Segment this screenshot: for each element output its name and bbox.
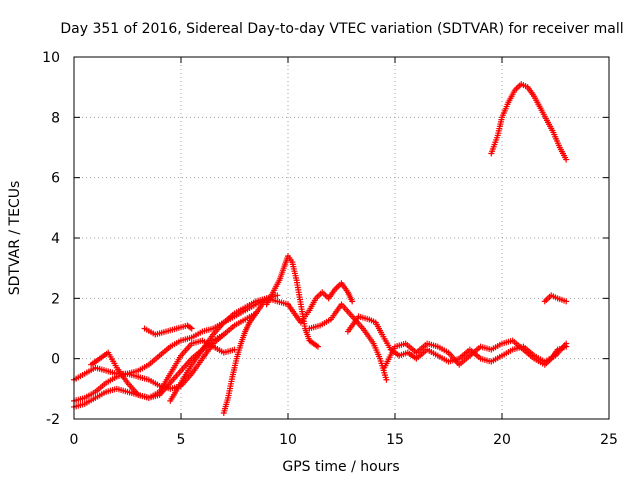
series-trace-9 [285, 280, 356, 326]
y-axis-ticks: -2 0 2 4 6 8 10 [42, 50, 609, 428]
y-tick-label: 0 [51, 352, 60, 368]
y-tick-label: -2 [46, 412, 60, 428]
data-point [314, 343, 321, 350]
series-trace-12 [381, 337, 570, 371]
x-tick-label: 25 [600, 432, 618, 448]
series-trace-13 [488, 81, 570, 163]
x-tick-label: 5 [177, 432, 186, 448]
y-tick-label: 6 [51, 171, 60, 187]
y-axis-label: SDTVAR / TECUs [7, 181, 23, 296]
grid [74, 57, 609, 419]
data-point [563, 343, 570, 350]
x-tick-label: 10 [279, 432, 297, 448]
data-point [563, 298, 570, 305]
x-tick-label: 0 [70, 432, 79, 448]
series-trace-6 [167, 292, 281, 404]
y-tick-label: 2 [51, 291, 60, 307]
y-tick-label: 4 [51, 231, 60, 247]
data-point [383, 376, 390, 383]
series-trace-4 [88, 337, 238, 401]
series-trace-5 [141, 322, 195, 338]
x-tick-label: 20 [493, 432, 511, 448]
series-trace-7 [220, 295, 270, 416]
x-tick-label: 15 [386, 432, 404, 448]
series-trace-14 [541, 292, 570, 305]
data-points [71, 81, 570, 416]
chart-title: Day 351 of 2016, Sidereal Day-to-day VTE… [60, 21, 623, 37]
data-point [188, 325, 195, 332]
x-axis-label: GPS time / hours [282, 459, 399, 475]
y-tick-label: 10 [42, 50, 60, 66]
x-axis-ticks: 0 5 10 15 20 25 [70, 57, 618, 448]
y-tick-label: 8 [51, 110, 60, 126]
series-trace-10 [306, 301, 390, 383]
data-point [349, 298, 356, 305]
data-point [563, 156, 570, 163]
series-trace-8 [263, 253, 321, 350]
data-point [274, 292, 281, 299]
